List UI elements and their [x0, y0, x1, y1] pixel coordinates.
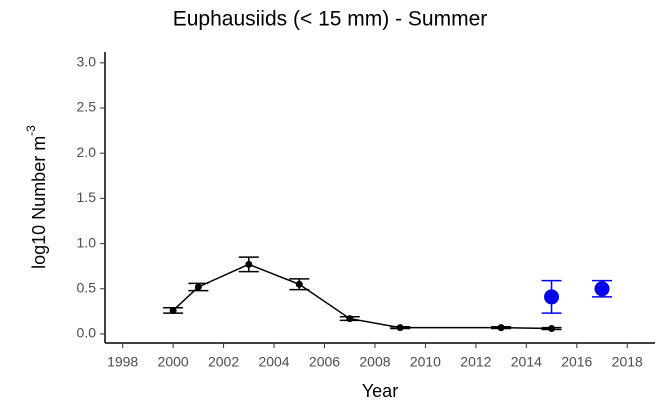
chart-title: Euphausiids (< 15 mm) - Summer [173, 8, 488, 31]
x-tick-label: 2000 [158, 354, 189, 370]
point [245, 260, 253, 268]
x-tick-label: 1998 [107, 354, 138, 370]
y-axis-title-sup: -3 [24, 125, 38, 136]
x-tick-label: 2006 [309, 354, 340, 370]
y-axis-title-group: log10 Number m-3 [24, 125, 49, 269]
y-tick-label: 1.0 [77, 234, 97, 250]
y-tick-label: 2.0 [77, 144, 97, 160]
point [544, 289, 560, 305]
point [396, 324, 404, 332]
point [194, 283, 202, 291]
y-tick-label: 1.5 [77, 189, 97, 205]
point [594, 281, 610, 297]
x-tick-label: 2014 [511, 354, 542, 370]
point [548, 325, 556, 333]
x-tick-label: 2012 [460, 354, 491, 370]
x-tick-label: 2008 [359, 354, 390, 370]
x-tick-label: 2002 [208, 354, 239, 370]
y-tick-label: 0.5 [77, 279, 97, 295]
y-tick-label: 0.0 [77, 325, 97, 341]
y-axis-title: log10 Number m-3 [24, 125, 49, 269]
line [172, 263, 552, 330]
point [169, 306, 177, 314]
x-tick-label: 2004 [258, 354, 289, 370]
x-tick-label: 2018 [612, 354, 643, 370]
x-axis-title: Year [362, 381, 398, 401]
point [497, 324, 505, 332]
y-tick-label: 2.5 [77, 99, 97, 115]
y-axis-title-text: log10 Number m [29, 136, 49, 269]
x-tick-label: 2016 [561, 354, 592, 370]
y-tick-label: 3.0 [77, 54, 97, 70]
x-tick-label: 2010 [410, 354, 441, 370]
point [295, 280, 303, 288]
point [346, 315, 354, 323]
